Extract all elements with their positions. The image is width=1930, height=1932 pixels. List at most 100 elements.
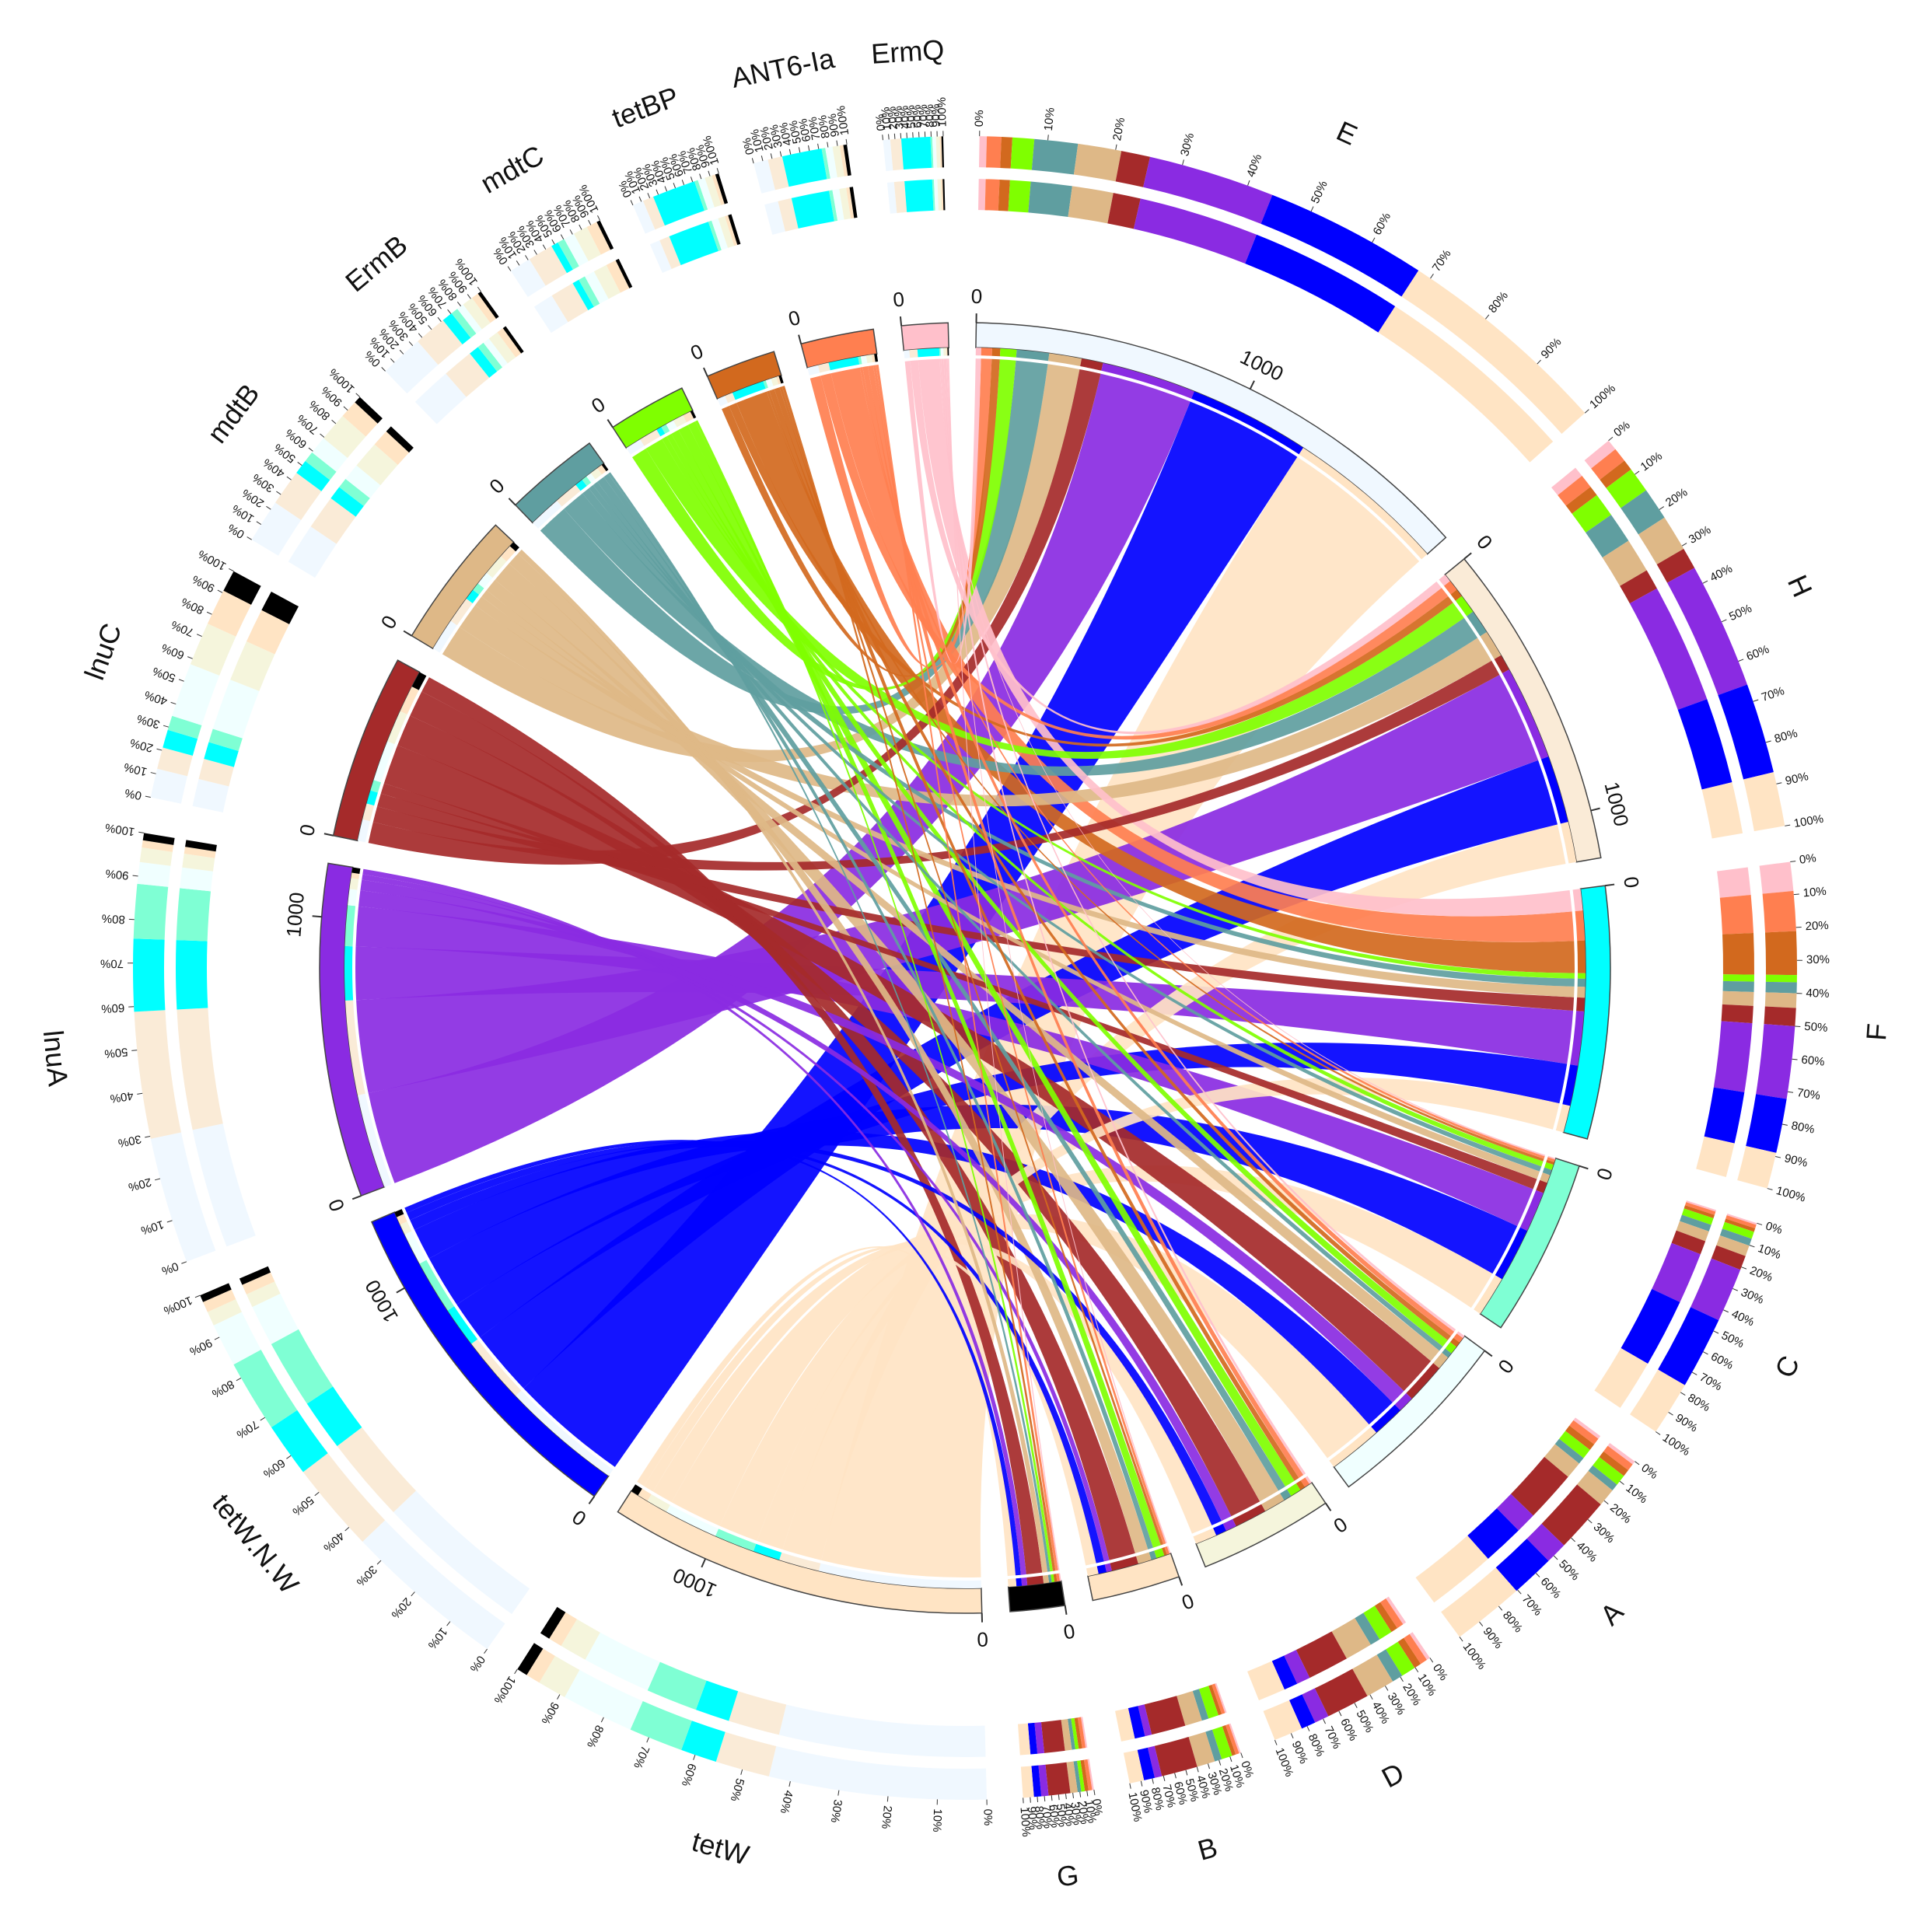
pct-tick [376, 1560, 382, 1565]
pct-tick-label: 30% [767, 124, 785, 149]
ring-segment [551, 283, 589, 323]
sector-label: tetW [688, 1825, 752, 1871]
ring-segment [133, 938, 166, 1012]
ring-segment [715, 1731, 777, 1777]
sector-strip [943, 348, 946, 356]
sector-strip [466, 589, 480, 603]
pct-tick [507, 266, 512, 271]
chord-ribbon [645, 438, 1464, 760]
pct-tick [1757, 1222, 1763, 1225]
ring-segment [1558, 476, 1591, 506]
ring-segment [1591, 449, 1625, 480]
sector-strip [725, 393, 736, 404]
ring-segment [705, 175, 722, 208]
ring-segment [551, 242, 573, 274]
pct-tick [286, 1455, 292, 1459]
ring-segment [288, 526, 337, 578]
ring-segment [1288, 1694, 1316, 1729]
sector-strip [638, 1488, 652, 1501]
ribbons [355, 358, 1575, 1577]
ring-segment [323, 415, 366, 459]
pct-tick-label: 10% [748, 128, 767, 153]
sector-strip [397, 1214, 407, 1225]
ring-segment [1600, 460, 1631, 488]
sector-strip [999, 348, 1017, 358]
ring-segment [839, 145, 848, 176]
pct-tick-label: 0% [1430, 1661, 1450, 1682]
pct-tick [331, 419, 337, 424]
ring-segment [1630, 1369, 1685, 1432]
pct-tick-label: 60% [1708, 1350, 1735, 1372]
pct-tick-label: 30% [828, 1798, 844, 1823]
pct-tick-label: 90% [187, 1336, 214, 1358]
sector-label: ErmQ [870, 33, 945, 70]
sector-strip [516, 1390, 614, 1476]
ring-segment [1128, 1706, 1145, 1739]
ring-segment [1138, 1704, 1152, 1737]
sector-strip [509, 542, 519, 552]
ring-segment [1667, 568, 1747, 696]
ring-segment [1565, 487, 1597, 514]
sector-strip [626, 439, 645, 455]
ring-segment [1441, 1567, 1517, 1637]
ring-segment [1704, 1087, 1745, 1144]
pct-tick-label: 60% [1538, 1575, 1564, 1602]
pct-tick [646, 1737, 649, 1743]
pct-tick-label: 90% [190, 572, 216, 595]
pct-tick-label: 50% [1556, 1557, 1582, 1583]
ring-segment [1716, 1235, 1750, 1256]
scale-tick-label: 0 [587, 392, 609, 417]
sector-strip [1193, 1528, 1217, 1544]
ring-segment [647, 1661, 707, 1710]
ring-segment [1211, 1683, 1225, 1714]
ring-segment [649, 240, 672, 274]
sector-strip [817, 362, 830, 373]
ring-segment [463, 298, 491, 330]
pct-tick-label: 0% [740, 137, 757, 156]
ring-segment [1686, 1200, 1717, 1212]
sector-strip [1280, 1489, 1292, 1501]
ring-segment [180, 867, 213, 892]
pct-tick-label: 60% [1047, 1804, 1062, 1829]
sector-strip [373, 741, 395, 783]
ring-segment [1137, 1747, 1156, 1780]
pct-tick [467, 294, 471, 299]
sector-label: E [1332, 114, 1362, 151]
sector-strip [975, 348, 981, 356]
sector-strip [582, 476, 592, 486]
pct-tick [308, 447, 313, 452]
ring-segment [930, 136, 934, 168]
pct-tick-label: 80% [1306, 1732, 1327, 1759]
ring-segment [271, 1329, 334, 1404]
sector-strip [807, 365, 820, 376]
ring-segment [1559, 1431, 1590, 1459]
pct-tick [1790, 861, 1796, 862]
ring-segment [1565, 1425, 1595, 1450]
sector-label: G [1055, 1859, 1080, 1893]
ring-segment [893, 180, 907, 213]
sector-strip [1051, 1574, 1055, 1583]
pct-tick-label: 100% [104, 820, 136, 838]
ring-segment [681, 1721, 725, 1762]
sector-strip [1016, 349, 1050, 362]
pct-tick-label: 20% [127, 1175, 152, 1193]
ring-segment [698, 177, 715, 210]
pct-tick-label: 70% [1760, 684, 1786, 704]
pct-tick-label: 80% [1500, 1609, 1525, 1635]
ring-segment [1629, 588, 1708, 710]
sector-strip [473, 583, 484, 595]
ring-segment [167, 715, 202, 739]
pct-tick [542, 244, 547, 250]
pct-tick [1608, 436, 1614, 442]
pct-tick [638, 196, 642, 202]
scale-tick-label: 0 [568, 1505, 590, 1531]
sector-strip [575, 480, 587, 491]
ring-segment [176, 888, 211, 942]
ring-segment [1684, 1202, 1716, 1215]
pct-tick-label: 60% [1371, 211, 1394, 238]
pct-tick [551, 239, 555, 245]
pct-tick [1723, 1309, 1729, 1313]
pct-tick-label: 90% [1673, 1411, 1700, 1434]
pct-tick [1785, 824, 1791, 826]
pct-tick [1793, 893, 1799, 896]
